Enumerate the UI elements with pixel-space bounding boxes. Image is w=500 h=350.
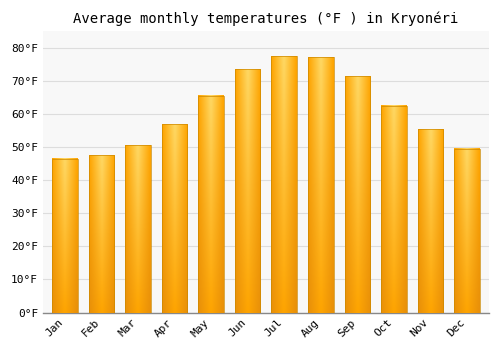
Bar (454, 149, 480, 313)
Bar (418, 129, 443, 313)
Bar (88, 155, 114, 313)
Bar (52, 159, 78, 313)
Title: Average monthly temperatures (°F ) in Kryonéri: Average monthly temperatures (°F ) in Kr… (74, 11, 458, 26)
Bar (125, 145, 151, 313)
Bar (344, 76, 370, 313)
Bar (235, 69, 260, 313)
Bar (162, 124, 188, 313)
Bar (272, 56, 297, 313)
Bar (381, 105, 406, 313)
Bar (308, 57, 334, 313)
Bar (198, 96, 224, 313)
